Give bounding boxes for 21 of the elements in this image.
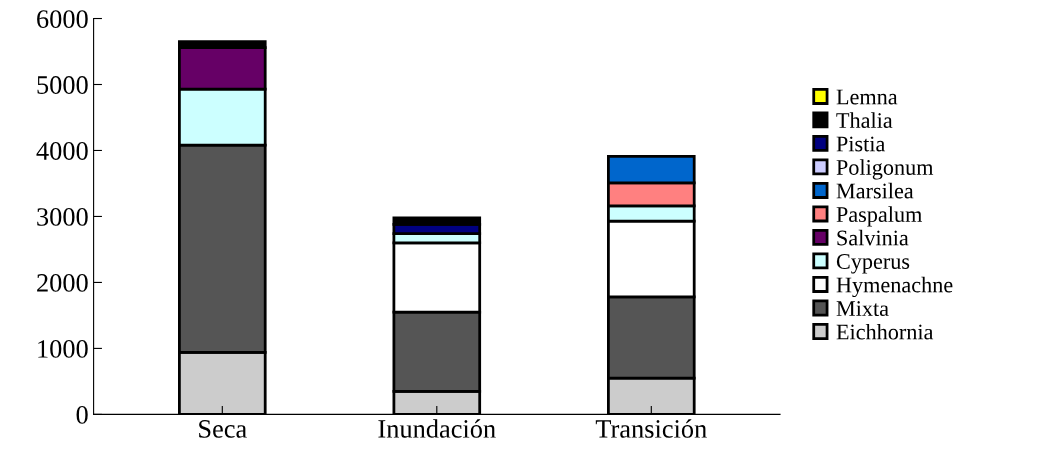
legend-label: Cyperus bbox=[836, 254, 910, 274]
y-tick-label: 1000 bbox=[38, 340, 88, 358]
y-tick-label: 3000 bbox=[37, 208, 88, 226]
legend-label: Salvinia bbox=[837, 229, 909, 246]
y-tick-label: 6000 bbox=[37, 10, 88, 28]
legend-label: Mixta bbox=[836, 301, 889, 317]
legend-label: Thalia bbox=[836, 112, 893, 128]
legend-label: Poligonum bbox=[836, 159, 934, 180]
legend-label: Marsilea bbox=[836, 182, 914, 199]
legend-label: Hymenachne bbox=[836, 276, 953, 298]
legend-label: Paspalum bbox=[836, 206, 923, 227]
y-tick-label: 4000 bbox=[36, 142, 88, 160]
y-tick-label: 0 bbox=[76, 405, 88, 424]
y-tick-label: 2000 bbox=[37, 274, 88, 292]
x-tick-label: Inundación bbox=[378, 419, 496, 438]
legend-label: Lemna bbox=[836, 89, 898, 105]
y-tick-label: 5000 bbox=[37, 76, 88, 94]
x-tick-label: Seca bbox=[199, 420, 247, 438]
legend-label: Eichhornia bbox=[836, 323, 934, 340]
legend-label: Pistia bbox=[836, 136, 886, 152]
x-tick-label: Transición bbox=[595, 419, 707, 438]
